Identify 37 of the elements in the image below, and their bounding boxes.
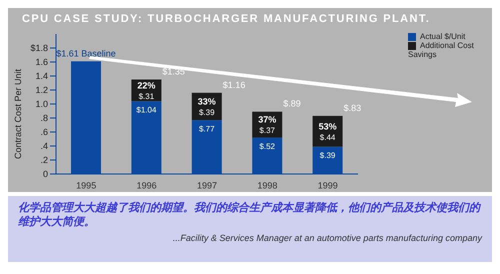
y-tick-label: 0 [42, 169, 48, 180]
annotation: 33% [198, 96, 216, 106]
total-label: $.89 [283, 98, 301, 109]
annotation: 53% [318, 121, 337, 132]
x-tick-label: 1995 [76, 180, 96, 190]
annotation: 37% [258, 114, 276, 125]
data-label: $.37 [259, 126, 276, 136]
x-tick-label: 1999 [318, 180, 338, 190]
chart-title: CPU CASE STUDY: TURBOCHARGER MANUFACTURING PLANT. [22, 13, 430, 25]
data-label: $.39 [199, 108, 216, 117]
y-tick-label: 1.2 [35, 85, 48, 96]
legend-label: Additional Cost Savings [408, 41, 474, 59]
total-label: $1.16 [222, 80, 246, 90]
data-label: $1.04 [136, 106, 157, 115]
y-tick-label: 1.0 [35, 99, 48, 110]
text: 化学品管理大大超越了我们的期望。我们的综合生产成本显著降低，他们的产品及技术使我们的维护大大简便。 [18, 201, 482, 229]
data-label: $.52 [259, 142, 276, 152]
y-tick-label: $1.8 [30, 43, 48, 54]
data-label: $.31 [138, 92, 155, 101]
data-label: $.77 [199, 124, 216, 134]
y-tick-label: .6 [40, 127, 48, 138]
total-label: $.83 [344, 102, 362, 113]
y-tick-label: .4 [40, 141, 48, 152]
data-label: $.39 [320, 151, 336, 160]
legend-label: Actual $/Unit [420, 32, 466, 41]
x-tick-label: 1996 [136, 180, 157, 190]
text: ...Facility & Services Manager at an automotive parts manufacturing company [172, 233, 482, 243]
y-axis-title: Contract Cost Per Unit [13, 68, 24, 159]
y-tick-label: 1.6 [35, 57, 48, 68]
y-tick-label: 1.4 [35, 71, 48, 82]
annotation: 22% [137, 80, 156, 90]
x-tick-label: 1998 [257, 180, 278, 190]
y-tick-label: .8 [40, 113, 48, 124]
y-tick-label: .2 [40, 155, 48, 166]
x-tick-label: 1997 [196, 180, 218, 190]
data-label: $1.61 Baseline [56, 48, 116, 58]
data-label: $.44 [320, 132, 336, 142]
